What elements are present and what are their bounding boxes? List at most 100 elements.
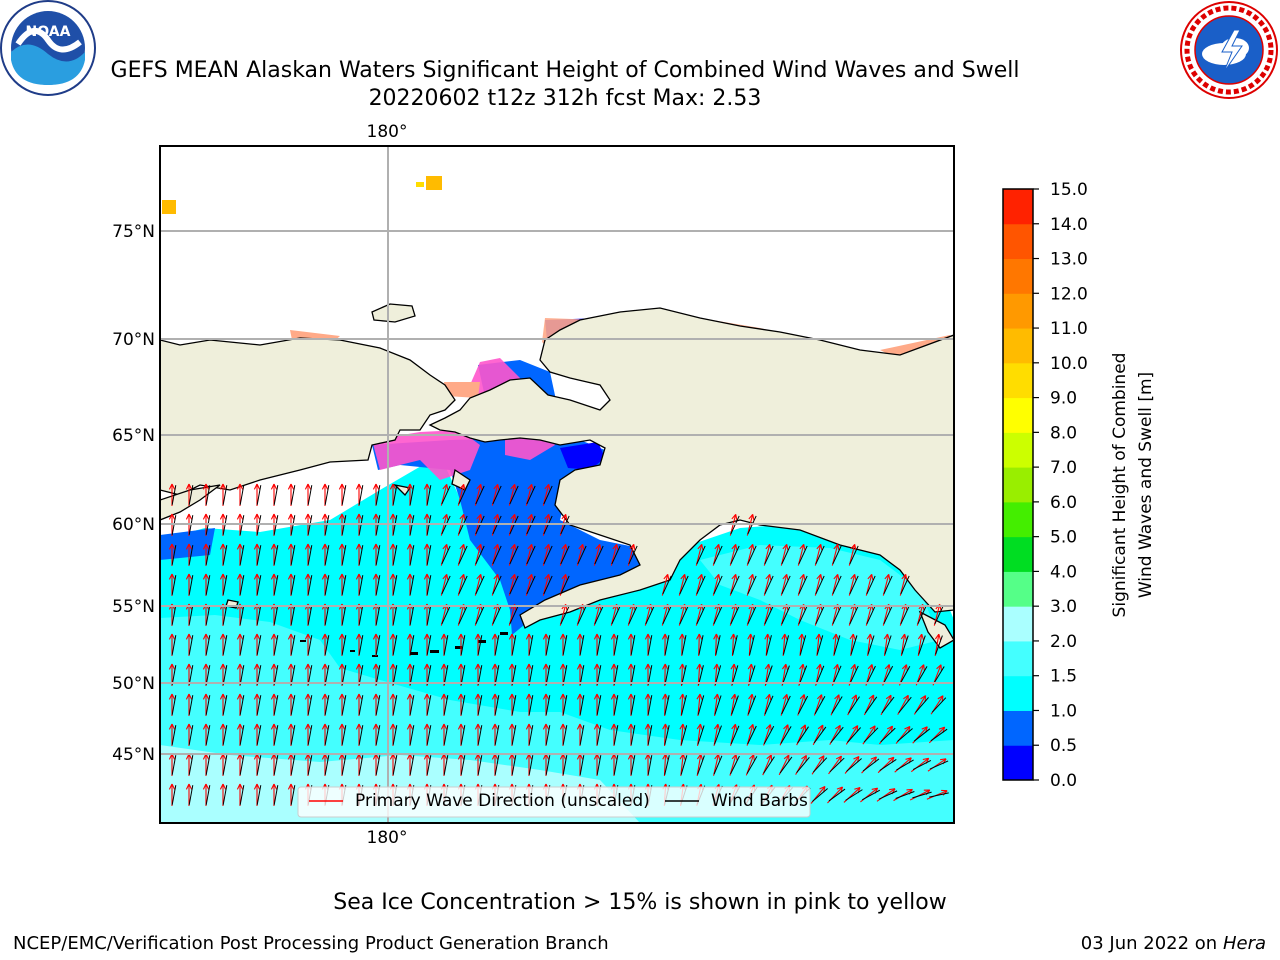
wave-arrow: [457, 604, 465, 626]
wave-zone-0-0-0-5: [560, 442, 605, 470]
wave-arrow-head: [627, 663, 635, 670]
wind-barb: [494, 725, 500, 745]
wave-arrow-head: [338, 633, 346, 640]
wind-barb: [798, 545, 808, 565]
wave-arrow-head: [748, 543, 755, 551]
wind-barb: [828, 788, 846, 802]
wave-arrow: [729, 574, 737, 596]
wind-barb: [696, 545, 706, 565]
wave-arrow-head: [527, 513, 534, 521]
wind-barb: [188, 695, 194, 715]
wave-arrow: [696, 754, 702, 776]
wind-barb: [458, 605, 468, 625]
wind-barb: [205, 755, 211, 775]
wind-barb: [358, 575, 364, 595]
wind-barb: [579, 725, 585, 745]
wave-arrow-head: [442, 573, 449, 581]
wind-barb: [358, 635, 364, 655]
wave-arrow-head: [782, 573, 789, 581]
wind-barb: [528, 725, 534, 745]
y-tick-65: 65°N: [112, 426, 155, 446]
wind-barb: [832, 575, 842, 595]
wave-arrow-head: [202, 693, 210, 700]
colorbar-segment: [1003, 640, 1033, 677]
wind-barb: [222, 575, 228, 595]
wave-arrow-head: [559, 693, 567, 700]
wind-barb: [545, 725, 551, 745]
wave-arrow: [508, 544, 516, 566]
wind-barb: [749, 635, 755, 655]
wave-arrow-head: [355, 483, 363, 490]
wind-barb: [477, 665, 483, 685]
wind-barb: [256, 785, 262, 805]
wave-arrow-head: [578, 543, 585, 551]
colorbar-segment: [1003, 328, 1033, 364]
wind-barb: [846, 758, 862, 772]
wind-barb: [680, 755, 688, 775]
nws-logo: [1178, 0, 1280, 100]
wave-arrow-head: [270, 783, 278, 790]
wave-arrow-head: [355, 543, 363, 550]
wave-arrow-head: [595, 543, 602, 551]
wind-barb: [205, 725, 211, 745]
wave-arrow-head: [800, 724, 807, 731]
wave-arrow: [457, 544, 465, 566]
wave-arrow-head: [901, 573, 908, 581]
wrangel-island: [371, 303, 416, 323]
wave-arrow-head: [406, 663, 414, 670]
colorbar-tick-label: 0.0: [1050, 771, 1077, 791]
wave-arrow-head: [731, 573, 738, 581]
wind-barb: [764, 695, 774, 715]
wind-barb: [256, 755, 262, 775]
wave-arrow: [729, 544, 737, 566]
wave-arrow-head: [680, 573, 687, 581]
wind-barb: [441, 485, 451, 505]
wave-arrow-head: [747, 663, 754, 670]
wave-arrow-head: [714, 753, 721, 761]
wave-arrow-head: [900, 633, 907, 641]
wave-arrow-head: [423, 723, 431, 730]
wave-arrow-head: [202, 573, 210, 580]
wind-barb: [596, 635, 602, 655]
wind-barb: [307, 665, 313, 685]
wind-barb: [222, 695, 228, 715]
wind-barb: [443, 755, 449, 775]
wave-arrow: [695, 574, 703, 596]
wave-arrow-head: [338, 573, 346, 580]
wave-arrow-head: [270, 513, 278, 520]
wind-barb: [929, 760, 949, 770]
wave-arrow-head: [713, 693, 720, 700]
wave-arrow-head: [542, 633, 550, 640]
wind-barb: [782, 635, 790, 655]
wave-arrow-head: [817, 724, 824, 732]
wind-barb: [239, 575, 245, 595]
wind-barb: [511, 755, 517, 775]
wave-arrow: [457, 574, 465, 596]
wind-barb: [290, 665, 296, 685]
wind-barb: [849, 545, 859, 565]
wind-barb: [594, 605, 604, 625]
wind-barb: [392, 725, 398, 745]
wind-barb: [630, 695, 636, 715]
colorbar-tick-label: 3.0: [1050, 597, 1077, 617]
aleutian-islands: [300, 632, 508, 657]
wave-arrow-head: [559, 633, 567, 640]
wind-barb: [815, 605, 825, 625]
wave-arrow-head: [508, 663, 516, 670]
wind-barb: [324, 695, 330, 715]
wave-arrow: [593, 604, 601, 626]
wind-barb: [341, 545, 347, 565]
legend-wind-label: Wind Barbs: [711, 791, 808, 811]
wind-barb: [814, 696, 826, 714]
wind-barb: [613, 755, 619, 775]
wind-barb: [188, 665, 194, 685]
wind-barb: [596, 665, 602, 685]
wave-arrow: [893, 788, 913, 802]
wave-arrow: [867, 634, 871, 656]
wave-arrow-head: [781, 633, 788, 640]
wave-arrow-head: [527, 573, 534, 581]
wind-barb: [528, 755, 534, 775]
wave-arrow: [576, 544, 584, 566]
wind-barb: [358, 695, 364, 715]
wave-arrow: [814, 574, 822, 596]
